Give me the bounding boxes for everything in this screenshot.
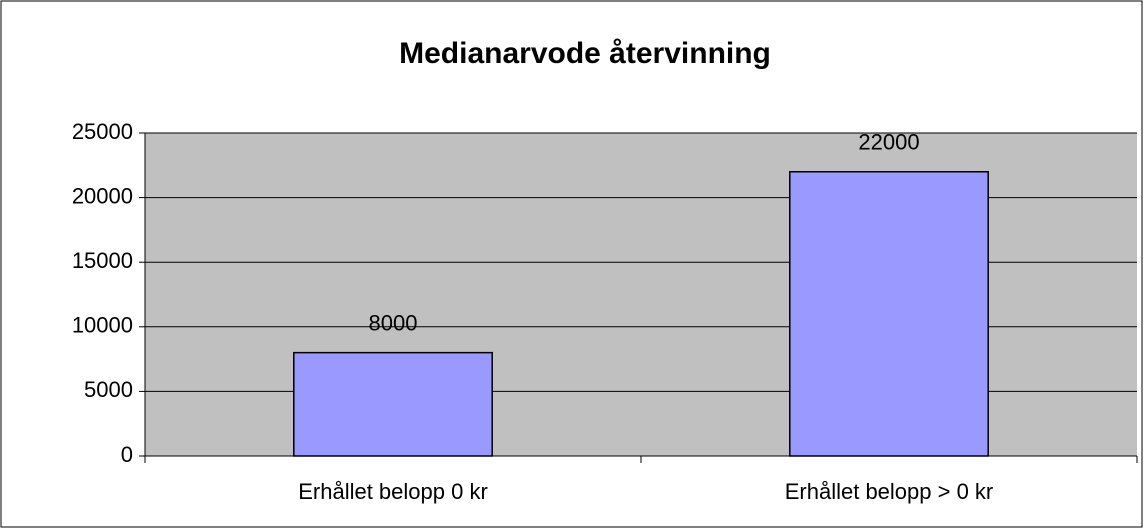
y-tick-label: 0 bbox=[121, 442, 133, 467]
data-label: 22000 bbox=[858, 130, 919, 155]
y-tick-label: 15000 bbox=[72, 248, 133, 273]
bar bbox=[293, 351, 493, 457]
y-tick-label: 25000 bbox=[72, 119, 133, 144]
x-tick-label: Erhållet belopp > 0 kr bbox=[785, 479, 994, 504]
y-tick-label: 10000 bbox=[72, 313, 133, 338]
bar bbox=[789, 171, 989, 457]
data-label: 8000 bbox=[369, 310, 418, 335]
x-tick-label: Erhållet belopp 0 kr bbox=[298, 479, 488, 504]
chart-title: Medianarvode återvinning bbox=[399, 37, 771, 70]
y-tick-label: 20000 bbox=[72, 183, 133, 208]
y-tick-label: 5000 bbox=[84, 377, 133, 402]
